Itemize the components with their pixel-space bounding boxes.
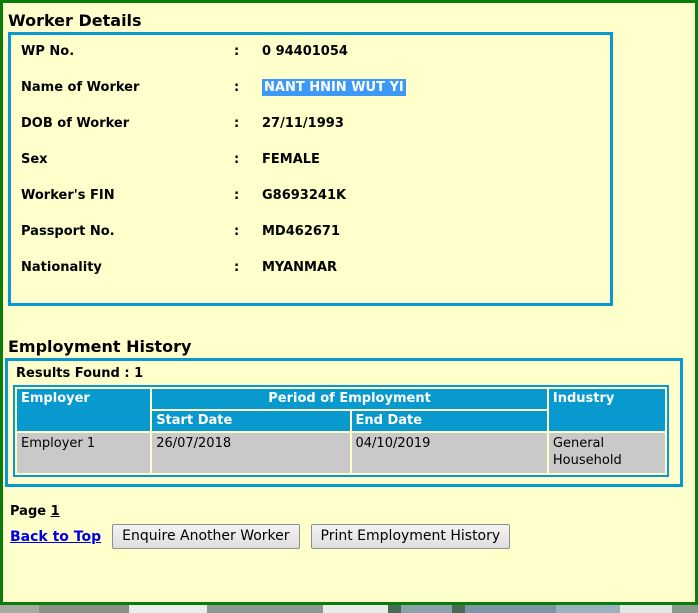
- field-row-nationality: Nationality : MYANMAR: [11, 258, 610, 294]
- employment-history-panel: Results Found : 1 Employer Period of Emp…: [5, 358, 683, 487]
- field-separator: :: [234, 116, 240, 131]
- dob-value: 27/11/1993: [262, 116, 344, 131]
- table-subheader-row: Start Date End Date: [17, 411, 665, 431]
- enquire-another-worker-button[interactable]: Enquire Another Worker: [112, 524, 300, 549]
- passport-value: MD462671: [262, 224, 340, 239]
- field-row-wp-no: WP No. : 0 94401054: [11, 42, 610, 78]
- page-label: Page: [10, 504, 47, 519]
- taskbar-segment: [465, 605, 556, 613]
- employment-history-heading: Employment History: [8, 337, 192, 356]
- taskbar-segment: [620, 605, 673, 613]
- print-employment-history-button[interactable]: Print Employment History: [310, 524, 511, 549]
- taskbar-segment: [0, 605, 39, 613]
- column-header-start-date: Start Date: [152, 411, 350, 431]
- sex-value: FEMALE: [262, 152, 320, 167]
- column-header-end-date: End Date: [351, 411, 547, 431]
- field-label: WP No.: [21, 44, 75, 59]
- cell-end-date: 04/10/2019: [351, 433, 547, 473]
- field-separator: :: [234, 224, 240, 239]
- field-row-passport: Passport No. : MD462671: [11, 222, 610, 258]
- wp-no-value: 0 94401054: [262, 44, 348, 59]
- page-number-link[interactable]: 1: [50, 504, 60, 519]
- field-separator: :: [234, 152, 240, 167]
- column-header-employer: Employer: [17, 389, 151, 431]
- footer-actions: Back to Top Enquire Another Worker Print…: [10, 524, 695, 549]
- column-header-period: Period of Employment: [152, 389, 547, 409]
- field-row-name: Name of Worker : NANT HNIN WUT YI: [11, 78, 610, 114]
- cell-start-date: 26/07/2018: [152, 433, 350, 473]
- nationality-value: MYANMAR: [262, 260, 338, 275]
- field-separator: :: [234, 80, 240, 95]
- field-separator: :: [234, 260, 240, 275]
- field-label: DOB of Worker: [21, 116, 130, 131]
- field-label: Name of Worker: [21, 80, 140, 95]
- table-header-row: Employer Period of Employment Industry: [17, 389, 665, 431]
- taskbar-segment: [555, 605, 621, 613]
- field-row-dob: DOB of Worker : 27/11/1993: [11, 114, 610, 150]
- taskbar-segment: [38, 605, 130, 613]
- taskbar-segment: [452, 605, 466, 613]
- field-label: Nationality: [21, 260, 102, 275]
- taskbar-segment: [400, 605, 453, 613]
- cell-employer: Employer 1: [17, 433, 151, 473]
- employment-history-table: Employer Period of Employment Industry S…: [13, 385, 669, 477]
- column-header-industry: Industry: [548, 389, 665, 431]
- taskbar-segment: [387, 605, 401, 613]
- fin-value: G8693241K: [262, 188, 347, 203]
- field-separator: :: [234, 188, 240, 203]
- field-label: Sex: [21, 152, 48, 167]
- table-row: Employer 1 26/07/2018 04/10/2019 General…: [17, 433, 665, 473]
- back-to-top-link[interactable]: Back to Top: [10, 528, 102, 545]
- name-value: NANT HNIN WUT YI: [262, 78, 610, 96]
- results-found-label: Results Found : 1: [16, 366, 144, 381]
- taskbar-segment: [323, 605, 388, 613]
- taskbar-segment: [129, 605, 207, 613]
- field-row-fin: Worker's FIN : G8693241K: [11, 186, 610, 222]
- pagination: Page 1: [10, 504, 695, 519]
- taskbar-strip: [0, 605, 698, 613]
- selected-text: NANT HNIN WUT YI: [262, 79, 406, 96]
- field-label: Passport No.: [21, 224, 115, 239]
- worker-details-heading: Worker Details: [8, 11, 142, 30]
- taskbar-segment: [206, 605, 324, 613]
- worker-details-panel: WP No. : 0 94401054 Name of Worker : NAN…: [8, 32, 613, 306]
- cell-industry: General Household: [548, 433, 665, 473]
- field-row-sex: Sex : FEMALE: [11, 150, 610, 186]
- field-separator: :: [234, 44, 240, 59]
- taskbar-segment: [672, 605, 698, 613]
- field-label: Worker's FIN: [21, 188, 115, 203]
